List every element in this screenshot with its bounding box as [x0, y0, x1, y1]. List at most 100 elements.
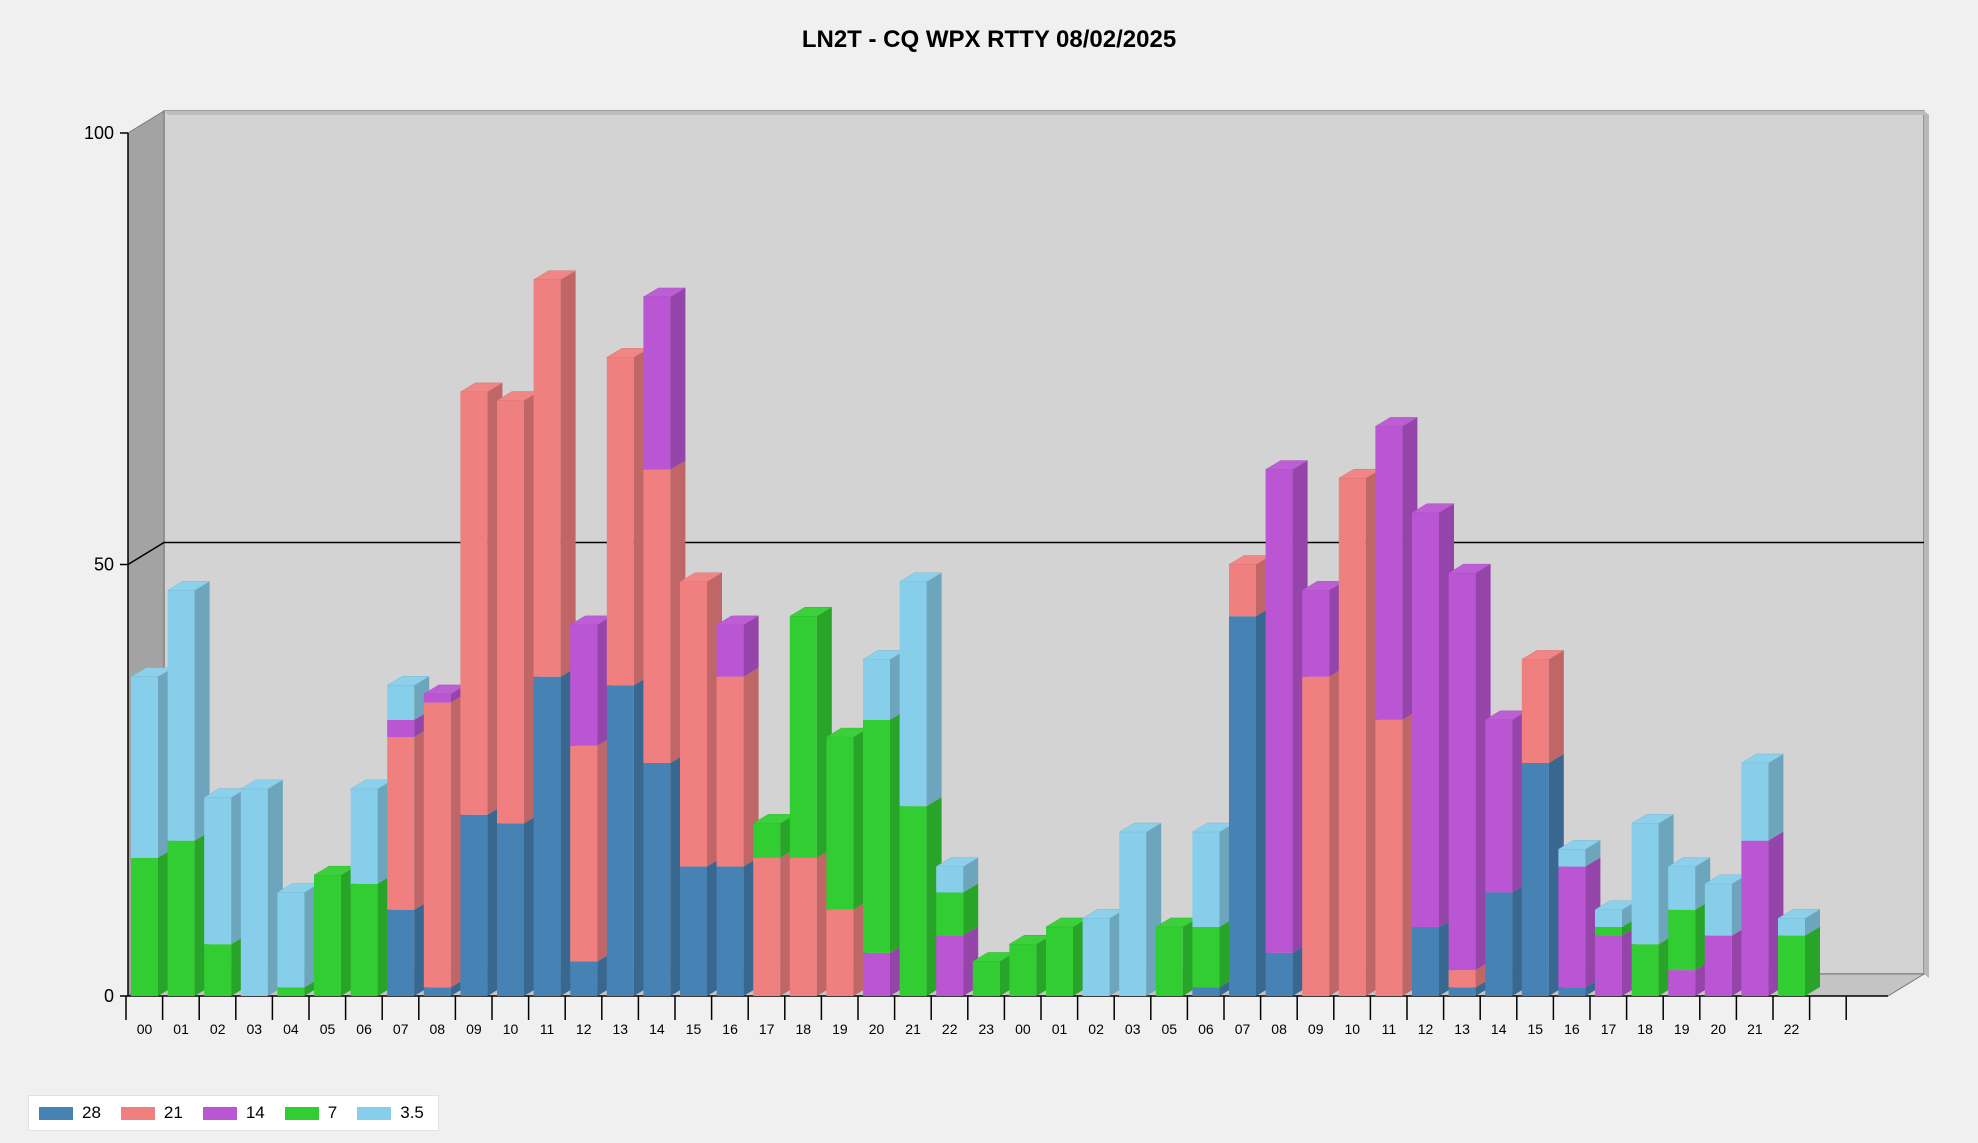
bar-00-7 [1009, 944, 1037, 996]
legend-item-3_5: 3.5 [357, 1103, 424, 1123]
bar-02-3_5 [204, 797, 232, 945]
bar-05-7 [314, 875, 341, 996]
bar-19-7 [1668, 909, 1696, 971]
bar-11-21 [1375, 719, 1403, 996]
x-tick-label: 23 [979, 1021, 995, 1037]
bar-19-21 [826, 909, 854, 996]
x-tick-label: 16 [722, 1021, 738, 1037]
bar-14-14 [643, 296, 671, 470]
x-tick-label: 14 [649, 1021, 665, 1037]
y-tick-label: 0 [104, 986, 114, 1006]
x-tick-label: 11 [1382, 1021, 1397, 1037]
y-tick-label: 50 [94, 555, 114, 575]
legend-swatch [39, 1106, 73, 1120]
bar-22-3_5 [1778, 918, 1805, 936]
bar-07-21 [387, 737, 415, 910]
x-tick-label: 09 [466, 1021, 482, 1037]
bar-17-14 [1595, 935, 1622, 996]
x-tick-label: 01 [1052, 1021, 1068, 1037]
bar-side [1805, 926, 1820, 996]
bar-06-3_5 [350, 788, 378, 884]
bar-06-3_5 [1192, 832, 1220, 927]
bar-top [459, 382, 504, 393]
legend-label: 3.5 [400, 1103, 424, 1122]
legend-swatch [202, 1106, 237, 1120]
x-tick-label: 03 [247, 1021, 263, 1037]
bar-15-28 [1521, 762, 1549, 996]
bar-22-7 [1778, 935, 1805, 996]
bar-09-14 [1302, 590, 1330, 677]
bar-12-28 [1412, 926, 1439, 996]
bar-top [166, 581, 211, 591]
gridline [127, 541, 1924, 566]
bar-top [1264, 460, 1309, 470]
bar-04-3_5 [277, 892, 305, 988]
plot-right-edge [1924, 111, 1929, 978]
bar-07-14 [387, 719, 415, 738]
bar-top [1667, 857, 1712, 867]
bar-side [670, 287, 686, 470]
bar-01-3_5 [167, 590, 195, 841]
legend-label: 28 [82, 1103, 101, 1122]
x-tick-label: 16 [1564, 1021, 1580, 1037]
legend-item-28: 28 [39, 1103, 101, 1123]
bar-side [1805, 909, 1820, 936]
bar-17-7 [753, 823, 781, 858]
bar-09-21 [460, 391, 488, 815]
x-tick-label: 18 [1637, 1021, 1653, 1037]
x-tick-label: 10 [503, 1021, 519, 1037]
bar-side [743, 615, 759, 677]
bar-20-3_5 [863, 659, 890, 720]
bar-16-14 [716, 624, 744, 677]
bar-02-3_5 [1082, 918, 1110, 996]
bar-08-28 [423, 987, 451, 996]
legend-item-7: 7 [284, 1103, 337, 1123]
bar-21-14 [1741, 840, 1769, 996]
bar-top [1447, 563, 1492, 574]
bar-03-3_5 [240, 788, 268, 996]
bar-top [642, 287, 687, 298]
x-tick-label: 08 [430, 1021, 446, 1037]
bar-16-28 [1558, 987, 1586, 996]
bar-top [788, 607, 833, 617]
bar-10-21 [1338, 478, 1366, 996]
x-tick-label: 20 [1711, 1021, 1727, 1037]
x-tick-label: 22 [942, 1021, 958, 1037]
x-tick-label: 07 [393, 1021, 409, 1037]
bar-14-14 [1485, 719, 1513, 893]
bar-11-21 [533, 279, 561, 677]
bar-top [1557, 840, 1602, 850]
bar-06-7 [350, 883, 378, 996]
x-tick-label: 04 [283, 1021, 299, 1037]
bar-06-7 [1192, 926, 1220, 988]
x-tick-label: 11 [540, 1021, 555, 1037]
bar-06-28 [1192, 987, 1220, 996]
bar-21-3_5 [1741, 762, 1769, 841]
bar-08-14 [1265, 469, 1293, 953]
legend-swatch [120, 1106, 155, 1120]
bar-18-3_5 [1631, 823, 1659, 945]
bar-top [1777, 909, 1821, 919]
bar-01-7 [1046, 926, 1073, 996]
bar-side [963, 857, 979, 893]
bar-04-7 [277, 987, 305, 996]
bar-08-28 [1265, 952, 1293, 996]
bar-side [743, 667, 759, 867]
x-tick-label: 14 [1491, 1021, 1507, 1037]
bar-top [1118, 822, 1163, 833]
x-tick-label: 13 [613, 1021, 629, 1037]
bar-09-21 [1302, 676, 1330, 996]
y-tick-label: 100 [84, 123, 114, 143]
bar-07-28 [1229, 616, 1256, 996]
bar-00-7 [131, 857, 158, 996]
bar-08-14 [423, 693, 451, 703]
x-tick-label: 15 [1528, 1021, 1544, 1037]
bar-13-28 [606, 685, 634, 996]
bar-12-28 [570, 961, 598, 996]
bar-side [963, 883, 979, 936]
x-tick-label: 21 [1747, 1021, 1763, 1037]
bar-top [532, 270, 577, 280]
bar-13-28 [1448, 987, 1476, 996]
bar-02-7 [204, 944, 232, 996]
bar-20-14 [1704, 935, 1732, 996]
